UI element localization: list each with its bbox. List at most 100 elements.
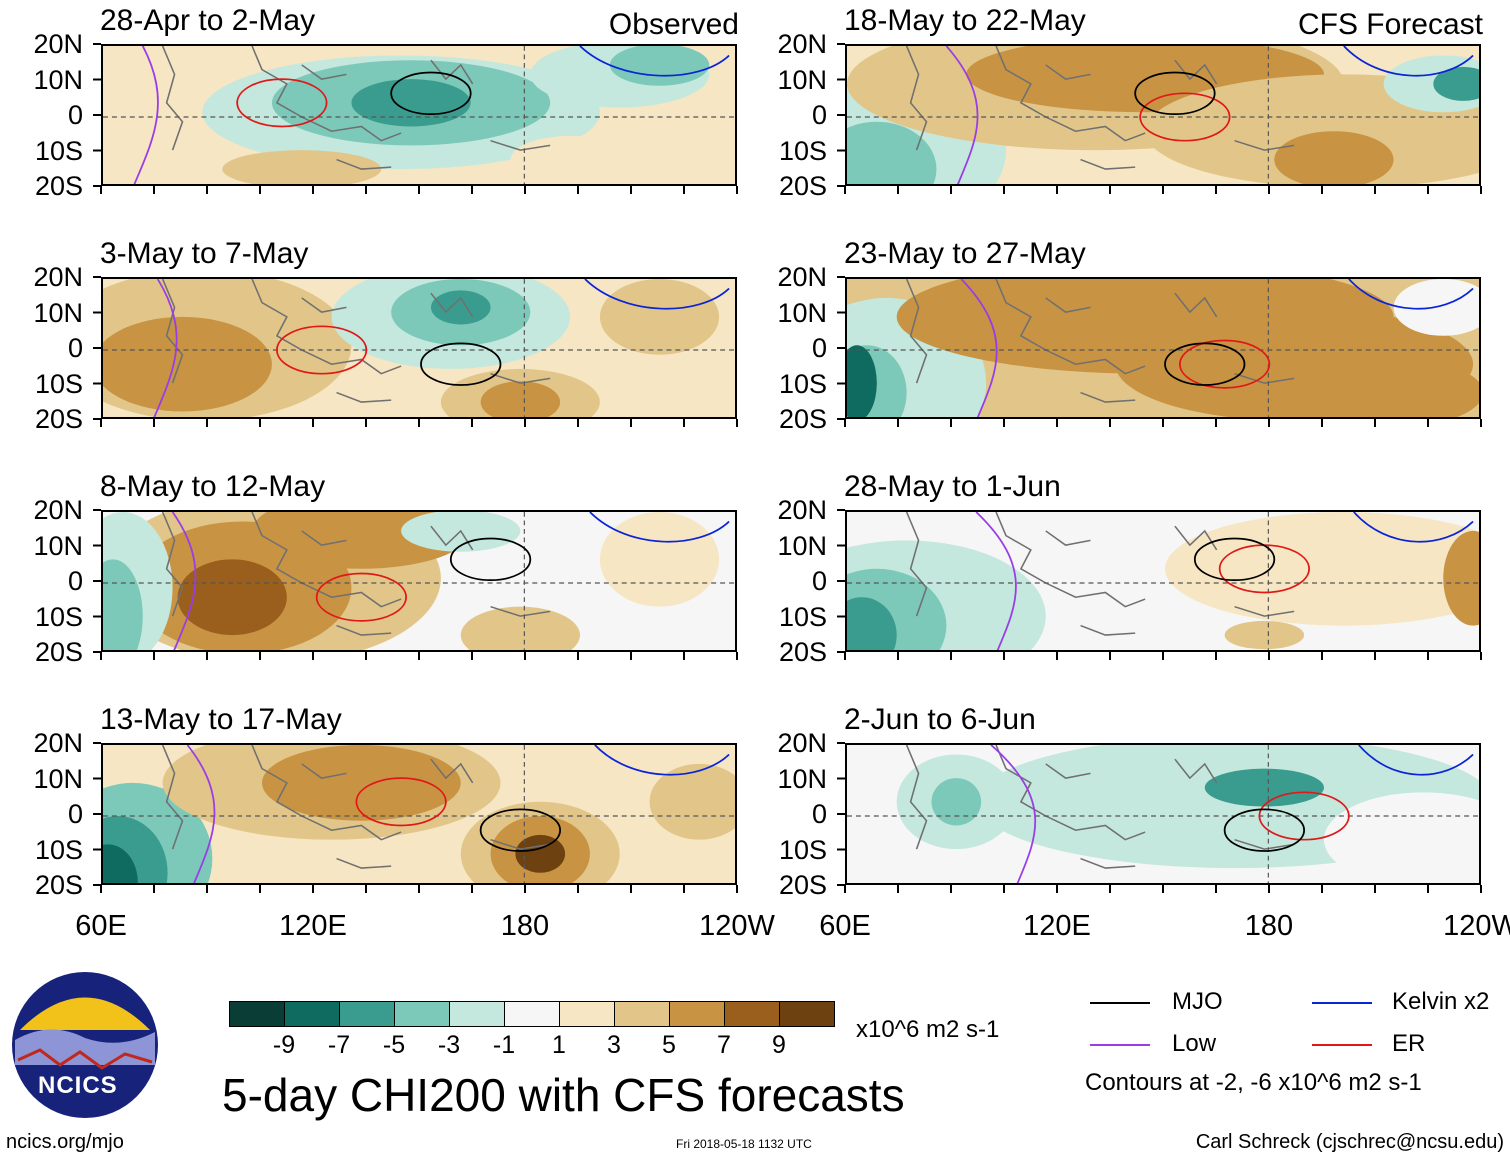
axis-ticks	[93, 742, 738, 893]
lat-tick-label: 20S	[34, 404, 83, 434]
logo-line	[17, 1048, 153, 1070]
colorbar-label: -1	[492, 1031, 516, 1059]
colorbar-segment	[669, 1001, 725, 1027]
mjo-contour	[420, 342, 502, 386]
colorbar-segment	[449, 1001, 505, 1027]
panel-title: 3-May to 7-May	[100, 237, 309, 270]
panel-tag: Observed	[608, 8, 739, 41]
anomaly-region	[609, 46, 710, 86]
anomaly-region	[931, 778, 982, 826]
axis-ticks	[93, 276, 738, 427]
lat-tick-label: 0	[811, 566, 827, 596]
anomaly-region	[1274, 131, 1394, 184]
footer-link[interactable]: ncics.org/mjo	[6, 1131, 124, 1153]
kelvin-contour	[584, 279, 730, 310]
colorbar-label: 5	[662, 1031, 676, 1059]
chi200-field	[103, 279, 735, 417]
mjo-contour	[1223, 808, 1306, 852]
chi200-field	[847, 279, 1479, 417]
lat-tick-label: 20N	[33, 262, 83, 292]
lat-tick-label: 20S	[34, 171, 83, 201]
kelvin-contour	[1358, 745, 1474, 776]
lat-tick-label: 10S	[34, 368, 83, 399]
footer-credit: Carl Schreck (cjschrec@ncsu.edu)	[1195, 1131, 1504, 1153]
kelvin-contour	[1353, 512, 1474, 543]
anomaly-region	[1324, 792, 1479, 883]
lat-tick-label: 10N	[33, 297, 83, 328]
colorbar-label: 7	[717, 1031, 731, 1059]
lat-tick-label: 0	[67, 566, 83, 596]
axis-ticks	[837, 742, 1482, 893]
map-panel	[101, 510, 737, 652]
logo-sun	[20, 997, 150, 1030]
lat-tick-label: 10S	[778, 368, 827, 399]
lat-tick-label: 20S	[778, 637, 827, 667]
lat-tick-label: 10S	[778, 601, 827, 632]
chi200-field	[103, 512, 735, 650]
axis-ticks	[837, 43, 1482, 194]
lat-tick-label: 10S	[778, 834, 827, 865]
panel-title: 28-Apr to 2-May	[100, 4, 316, 37]
colorbar-units: x10^6 m2 s-1	[856, 1016, 1000, 1043]
anomaly-region	[1324, 359, 1479, 417]
er-contour	[236, 78, 328, 128]
legend-label: Low	[1172, 1030, 1217, 1057]
lat-tick-label: 10N	[777, 763, 827, 794]
lon-tick-label: 120E	[1023, 910, 1091, 942]
footer-timestamp: Fri 2018-05-18 1132 UTC	[676, 1137, 812, 1151]
lat-tick-label: 10S	[34, 834, 83, 865]
colorbar-label: -5	[382, 1031, 406, 1059]
er-contour	[1179, 339, 1271, 389]
lon-tick-label: 180	[1244, 910, 1294, 942]
er-contour	[1258, 791, 1350, 841]
figure-title: 5-day CHI200 with CFS forecasts	[222, 1069, 905, 1121]
panel-tag: CFS Forecast	[1297, 8, 1483, 41]
map-panel	[101, 277, 737, 419]
anomaly-region	[103, 844, 138, 883]
lat-tick-label: 0	[67, 333, 83, 363]
chi200-field	[103, 745, 735, 883]
colorbar-label: 9	[772, 1031, 786, 1059]
kelvin-contour	[1343, 46, 1474, 77]
anomaly-region	[351, 79, 471, 127]
low-contour	[975, 512, 1017, 650]
panel-title: 18-May to 22-May	[844, 4, 1086, 37]
anomaly-region	[1433, 66, 1479, 101]
colorbar-segment	[779, 1001, 835, 1027]
colorbar-segment	[284, 1001, 340, 1027]
lat-tick-label: 10S	[778, 135, 827, 166]
axis-ticks	[837, 509, 1482, 660]
anomaly-region	[480, 381, 561, 417]
anomaly-region	[103, 55, 193, 170]
low-contour	[133, 46, 159, 184]
lon-tick-label: 60E	[75, 910, 127, 942]
lat-tick-label: 20N	[33, 728, 83, 758]
legend-line-mjo	[1090, 1002, 1150, 1004]
lat-tick-label: 10N	[777, 530, 827, 561]
lat-tick-label: 20N	[777, 495, 827, 525]
colorbar-label: 3	[607, 1031, 621, 1059]
lat-tick-label: 10S	[34, 135, 83, 166]
lat-tick-label: 20N	[777, 728, 827, 758]
lat-tick-label: 10N	[777, 297, 827, 328]
lon-tick-label: 120W	[699, 910, 775, 942]
anomaly-region	[262, 745, 461, 821]
low-contour	[990, 745, 1037, 883]
panel-title: 13-May to 17-May	[100, 703, 342, 736]
colorbar-label: 1	[552, 1031, 566, 1059]
axis-ticks	[93, 509, 738, 660]
colorbar-label: -9	[272, 1031, 296, 1059]
lat-tick-label: 0	[67, 799, 83, 829]
anomaly-region	[649, 763, 735, 840]
lat-tick-label: 10N	[33, 530, 83, 561]
chi200-field	[847, 46, 1479, 184]
low-contour	[186, 745, 216, 883]
anomaly-region	[222, 150, 382, 184]
mjo-contour	[1134, 71, 1216, 116]
chi200-field	[847, 745, 1479, 883]
lat-tick-label: 20S	[34, 637, 83, 667]
lon-tick-label: 60E	[819, 910, 871, 942]
kelvin-contour	[594, 745, 730, 776]
low-contour	[153, 279, 178, 417]
